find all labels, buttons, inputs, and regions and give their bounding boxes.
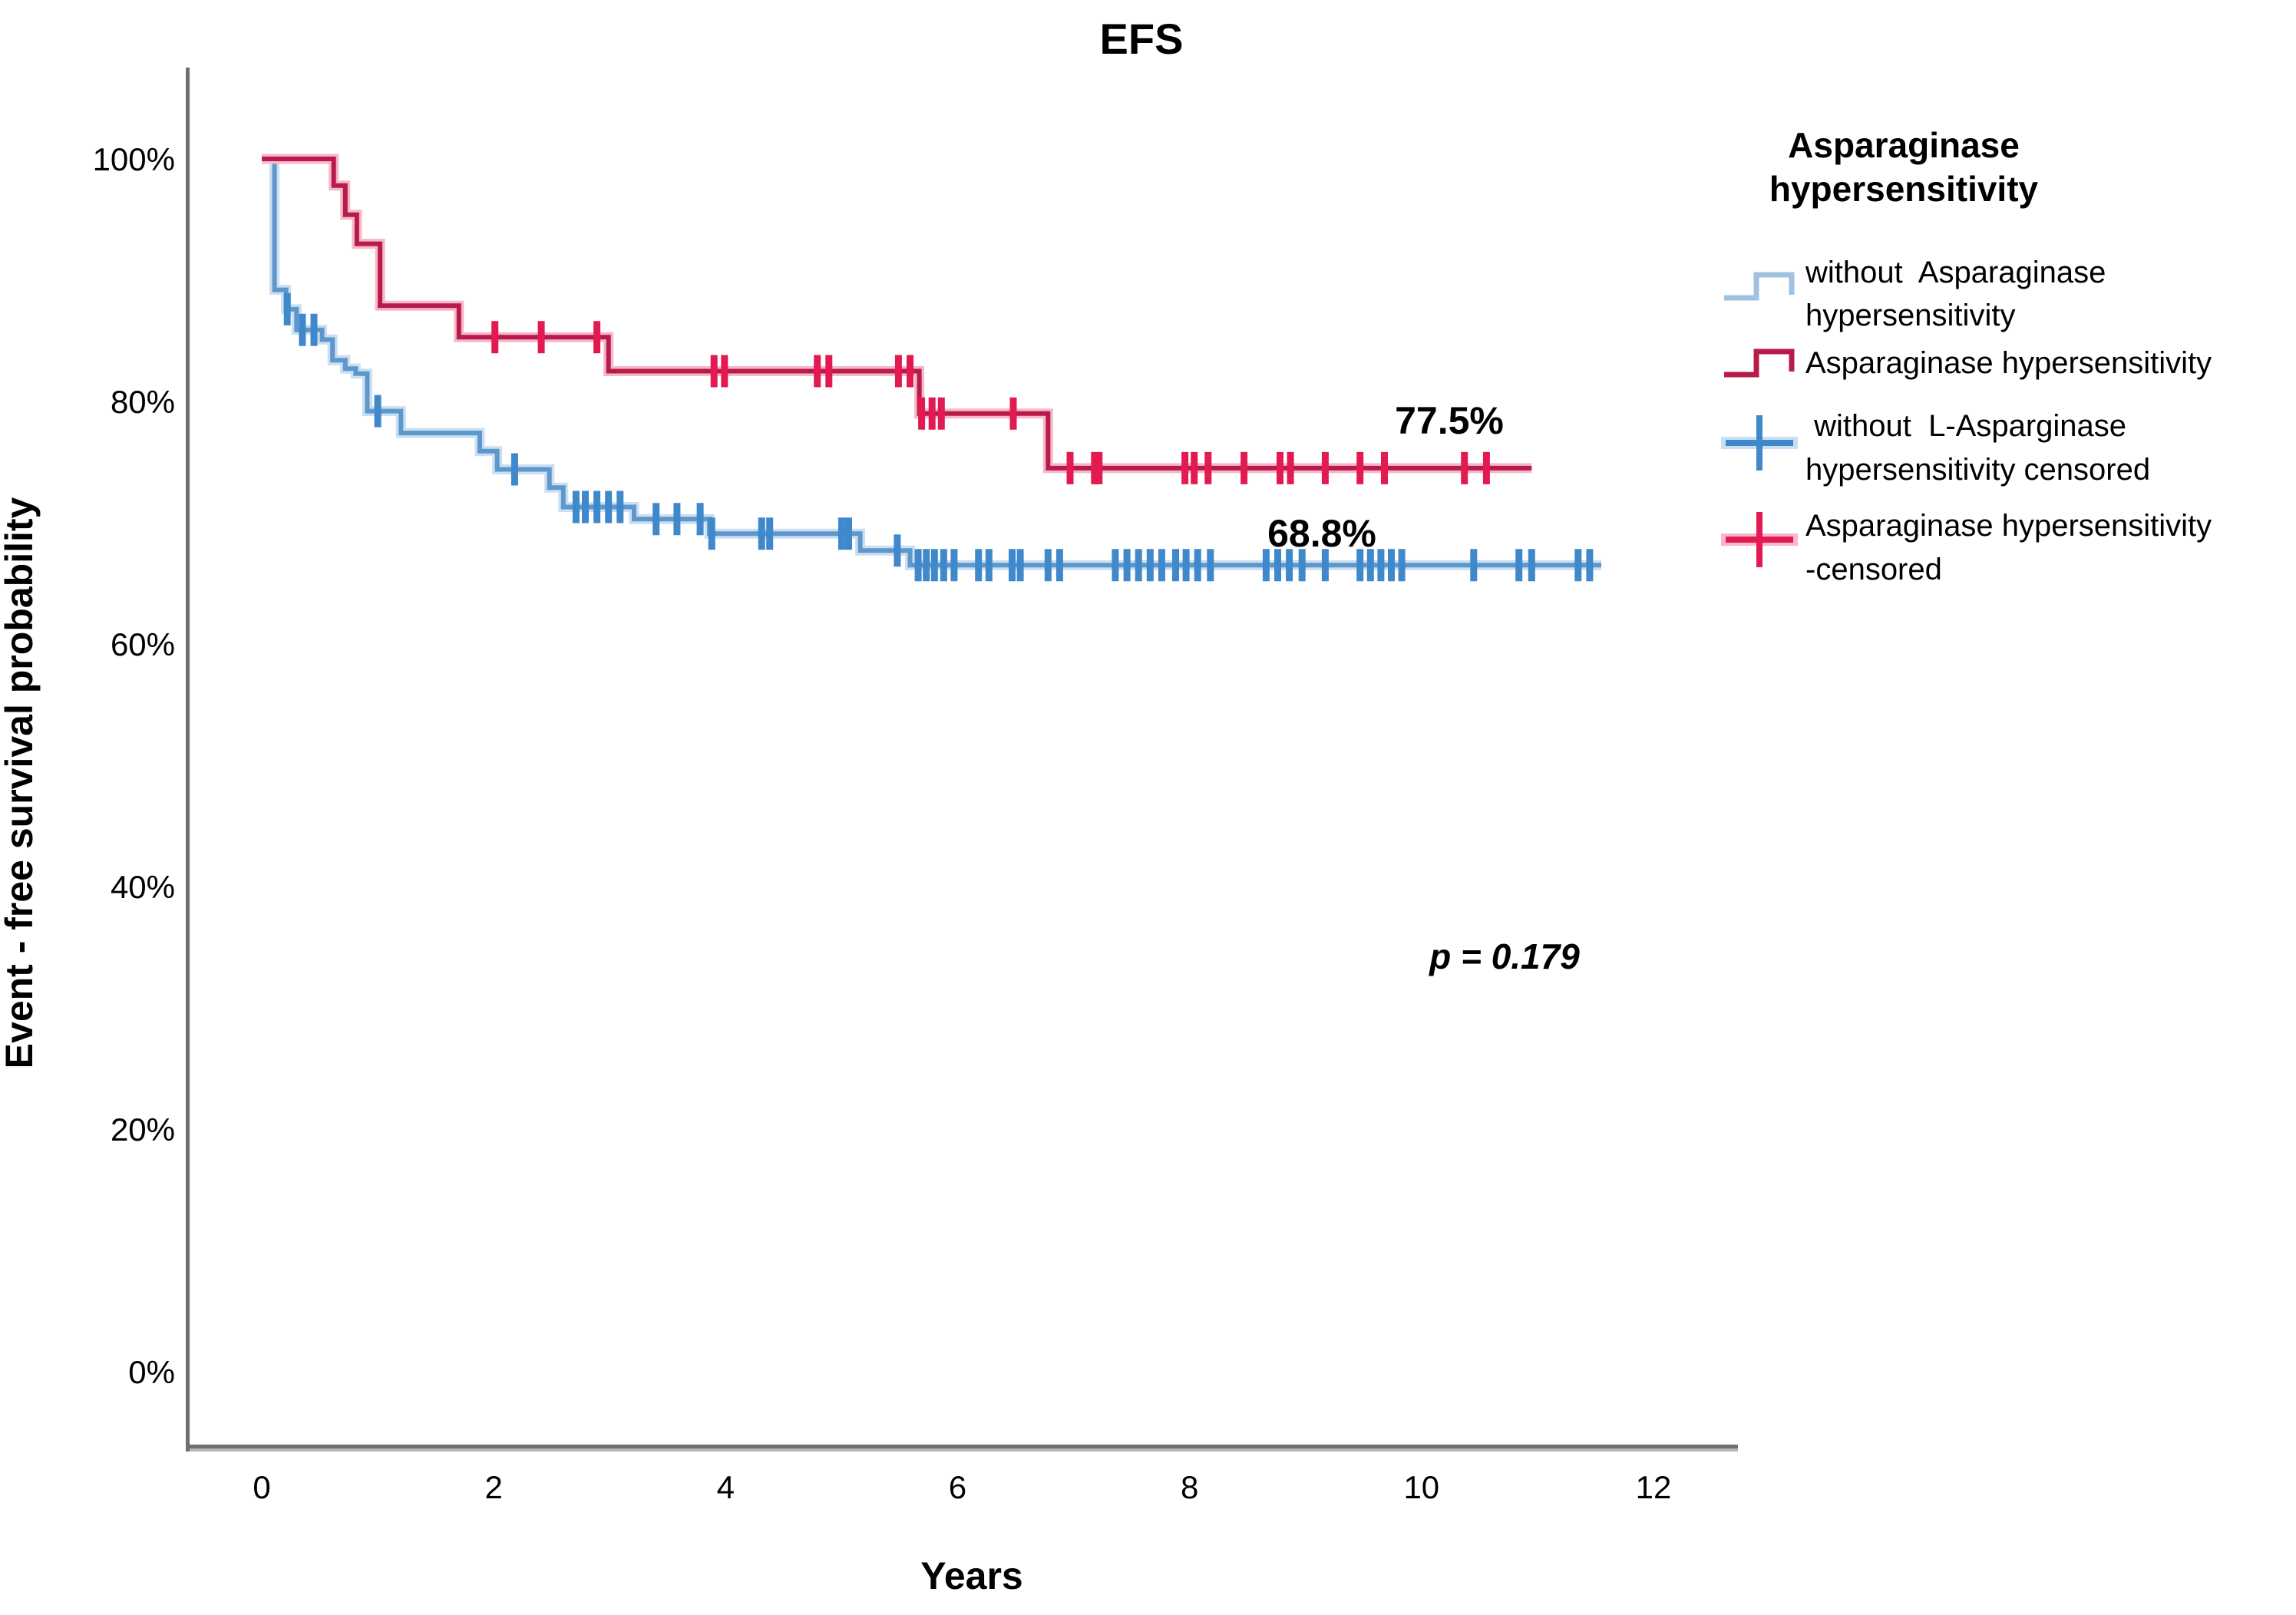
y-tick-label: 60% <box>111 626 175 662</box>
x-axis-line <box>186 1445 1738 1448</box>
x-axis-title: Years <box>920 1554 1022 1597</box>
legend-item-censored-line2: -censored <box>1805 553 1942 586</box>
y-axis-tick-labels: 100% 80% 60% 40% 20% 0% <box>93 141 175 1390</box>
x-tick-label: 2 <box>484 1469 502 1505</box>
y-tick-label: 0% <box>128 1354 175 1390</box>
legend-item-without-hypersensitivity-line1: without Asparaginase <box>1805 256 2106 289</box>
y-axis-title: Event - free survival probability <box>0 497 41 1068</box>
x-tick-label: 10 <box>1403 1469 1439 1505</box>
legend-red-censor-plus-icon <box>1721 512 1798 567</box>
blue-final-percent-label: 68.8% <box>1267 512 1376 555</box>
x-tick-label: 4 <box>717 1469 735 1505</box>
axes <box>186 68 1738 1452</box>
legend-item-hypersensitivity: Asparaginase hypersensitivity <box>1805 346 2212 380</box>
legend-blue-censor-plus-icon <box>1721 415 1798 471</box>
blue-survival-curve <box>262 157 1601 568</box>
legend: Asparaginase hypersensitivity without As… <box>1721 125 2212 586</box>
blue-curve-halo <box>262 154 1601 570</box>
x-axis-shadow <box>190 1448 1738 1452</box>
x-tick-label: 0 <box>253 1469 270 1505</box>
legend-item-without-hypersensitivity-line2: hypersensitivity <box>1805 299 2015 332</box>
y-axis-line <box>186 68 190 1452</box>
survival-curves <box>262 154 1601 582</box>
x-axis-tick-labels: 0 2 4 6 8 10 12 <box>253 1469 1671 1505</box>
chart-title: EFS <box>1100 15 1184 63</box>
p-value-label: p = 0.179 <box>1428 936 1580 976</box>
legend-red-step-line-icon <box>1724 348 1795 378</box>
x-tick-label: 8 <box>1181 1469 1198 1505</box>
y-tick-label: 40% <box>111 869 175 905</box>
legend-item-censored-line1: Asparaginase hypersensitivity <box>1805 509 2212 543</box>
legend-item-without-censored-line2: hypersensitivity censored <box>1805 453 2150 487</box>
y-tick-label: 100% <box>93 141 175 177</box>
legend-blue-step-line-icon <box>1724 272 1795 301</box>
legend-title-line2: hypersensitivity <box>1769 169 2039 209</box>
x-tick-label: 6 <box>949 1469 966 1505</box>
red-curve-halo <box>262 154 1532 474</box>
legend-item-without-censored-line1: without L-Asparginase <box>1805 409 2126 443</box>
y-tick-label: 80% <box>111 384 175 420</box>
legend-title-line1: Asparaginase <box>1788 125 2020 165</box>
red-final-percent-label: 77.5% <box>1395 399 1504 442</box>
y-tick-label: 20% <box>111 1111 175 1148</box>
red-survival-curve <box>262 157 1532 471</box>
x-tick-label: 12 <box>1636 1469 1672 1505</box>
